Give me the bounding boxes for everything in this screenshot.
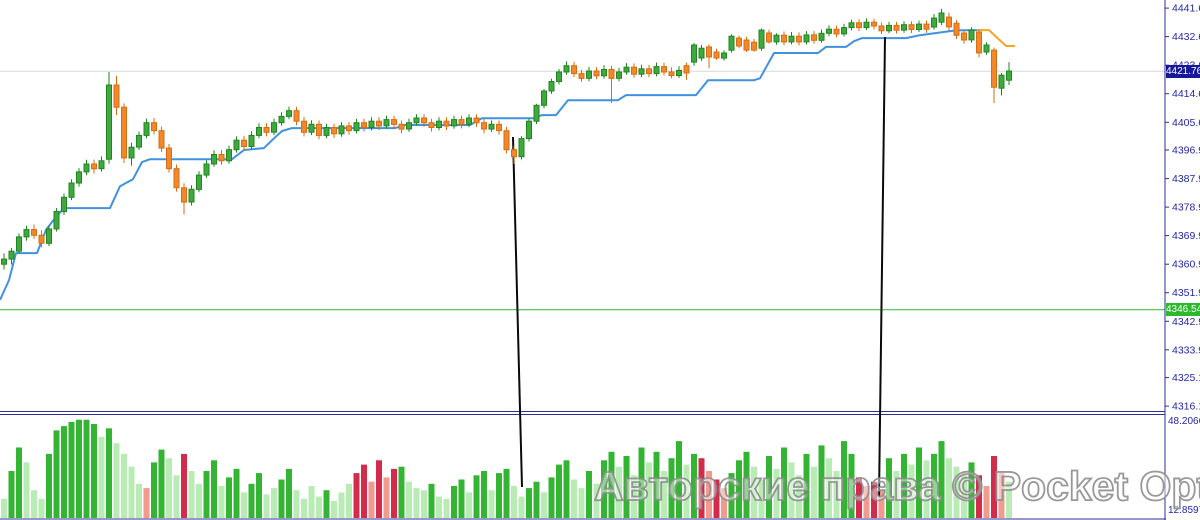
volume-axis-max-label: 48.2066 xyxy=(1168,416,1200,427)
pocket-option-watermark: Авторские права © Pocket Option xyxy=(593,462,1200,510)
trailing-stop-line-orange xyxy=(977,29,1015,47)
svg-text:4325.15: 4325.15 xyxy=(1172,372,1200,384)
volume-histogram xyxy=(1,419,1012,518)
svg-text:4378.90: 4378.90 xyxy=(1172,202,1200,214)
svg-text:4396.90: 4396.90 xyxy=(1172,145,1200,157)
svg-text:4369.90: 4369.90 xyxy=(1172,230,1200,242)
svg-text:4360.90: 4360.90 xyxy=(1172,259,1200,271)
svg-text:4405.65: 4405.65 xyxy=(1172,117,1200,129)
volume-axis-last-label: 12.8597 xyxy=(1168,505,1200,516)
candlestick-series xyxy=(1,8,1012,270)
current-price-badge: 4421.76 xyxy=(1166,64,1200,78)
price-axis: 4441.654432.654423.654414.654405.654396.… xyxy=(1164,0,1200,520)
svg-text:4432.65: 4432.65 xyxy=(1172,31,1200,43)
svg-text:4387.90: 4387.90 xyxy=(1172,173,1200,185)
trailing-stop-line-blue xyxy=(0,29,978,301)
pane-separator xyxy=(0,411,1200,520)
svg-text:4414.65: 4414.65 xyxy=(1172,88,1200,100)
drawn-vertical-lines[interactable] xyxy=(512,36,886,498)
svg-text:4316.15: 4316.15 xyxy=(1172,401,1200,413)
svg-text:4342.90: 4342.90 xyxy=(1172,316,1200,328)
svg-text:4351.90: 4351.90 xyxy=(1172,287,1200,299)
svg-text:4441.65: 4441.65 xyxy=(1172,3,1200,15)
level-price-badge: 4346.54 xyxy=(1166,303,1200,317)
svg-text:4333.90: 4333.90 xyxy=(1172,344,1200,356)
